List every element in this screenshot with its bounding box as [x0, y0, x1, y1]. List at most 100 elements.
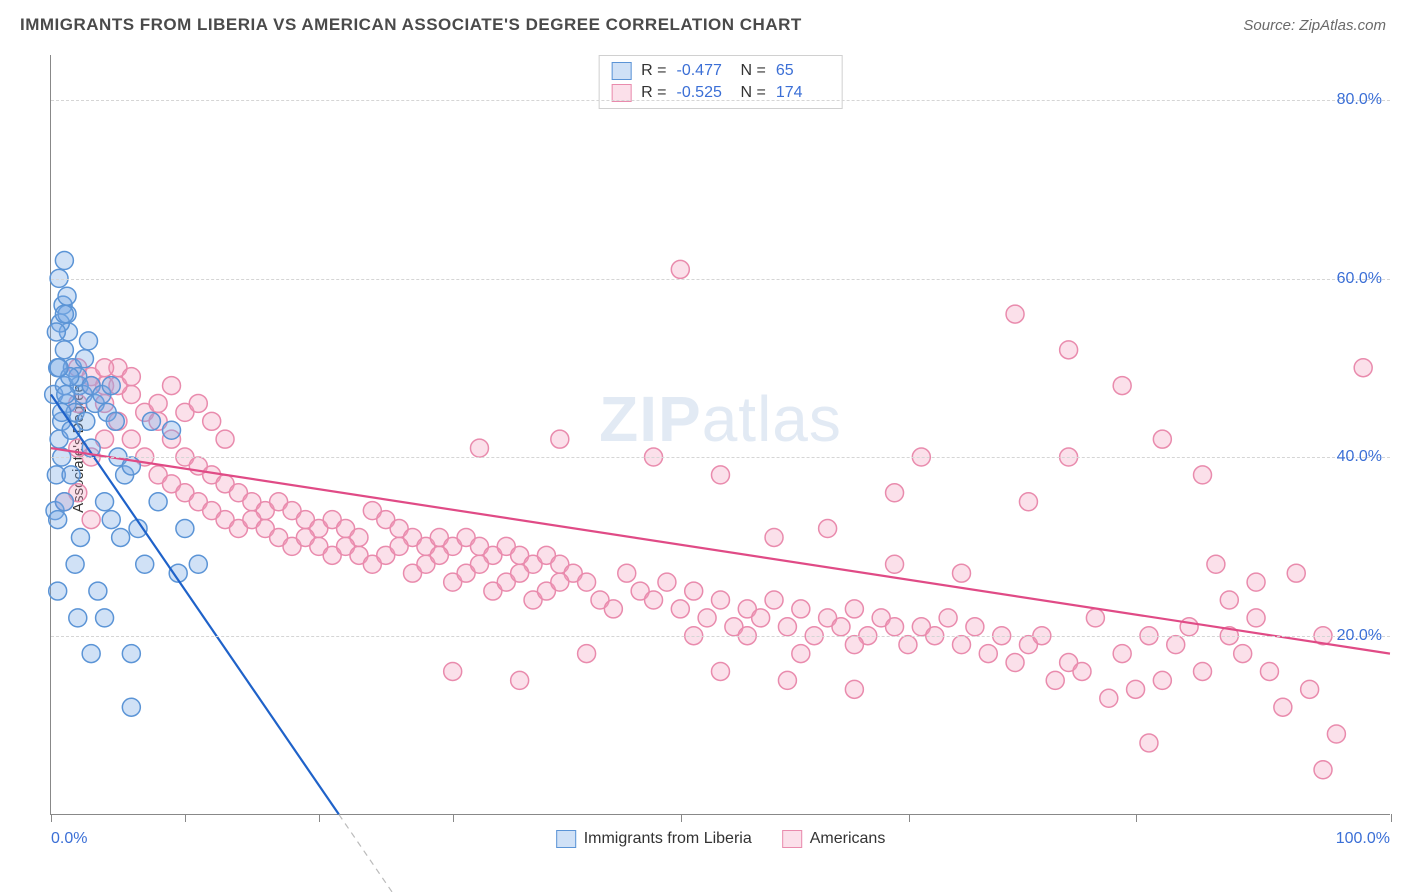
scatter-point-americans — [711, 466, 729, 484]
gridline-h — [51, 100, 1390, 101]
legend-swatch — [611, 62, 631, 80]
scatter-point-americans — [1314, 761, 1332, 779]
scatter-point-americans — [1167, 636, 1185, 654]
scatter-point-americans — [551, 573, 569, 591]
scatter-point-liberia — [106, 412, 124, 430]
scatter-point-americans — [765, 528, 783, 546]
source-attribution: Source: ZipAtlas.com — [1243, 17, 1386, 34]
scatter-point-americans — [685, 582, 703, 600]
scatter-point-americans — [470, 439, 488, 457]
scatter-point-liberia — [102, 511, 120, 529]
scatter-point-americans — [1194, 662, 1212, 680]
scatter-point-americans — [845, 636, 863, 654]
series-legend-item-liberia: Immigrants from Liberia — [556, 830, 752, 848]
scatter-point-liberia — [102, 377, 120, 395]
scatter-point-americans — [832, 618, 850, 636]
x-tick — [185, 814, 186, 822]
scatter-point-americans — [1140, 734, 1158, 752]
x-tick — [1136, 814, 1137, 822]
scatter-point-liberia — [49, 582, 67, 600]
scatter-point-liberia — [149, 493, 167, 511]
scatter-point-americans — [1247, 609, 1265, 627]
scatter-point-americans — [1207, 555, 1225, 573]
scatter-point-americans — [216, 430, 234, 448]
scatter-point-americans — [578, 645, 596, 663]
chart-plot-area: ZIPatlas R =-0.477N =65R =-0.525N =174 0… — [50, 55, 1390, 815]
series-legend-swatch — [782, 830, 802, 848]
scatter-point-americans — [953, 636, 971, 654]
scatter-point-liberia — [55, 493, 73, 511]
scatter-point-americans — [886, 618, 904, 636]
scatter-point-americans — [1301, 680, 1319, 698]
scatter-point-liberia — [176, 520, 194, 538]
scatter-point-americans — [618, 564, 636, 582]
scatter-point-americans — [578, 573, 596, 591]
scatter-point-liberia — [66, 555, 84, 573]
scatter-point-americans — [671, 600, 689, 618]
scatter-point-americans — [1113, 645, 1131, 663]
scatter-point-americans — [390, 537, 408, 555]
scatter-point-liberia — [47, 323, 65, 341]
scatter-point-americans — [658, 573, 676, 591]
scatter-point-americans — [604, 600, 622, 618]
scatter-point-americans — [444, 662, 462, 680]
x-tick — [681, 814, 682, 822]
gridline-h — [51, 636, 1390, 637]
scatter-point-americans — [96, 359, 114, 377]
scatter-point-americans — [1274, 698, 1292, 716]
scatter-point-americans — [1194, 466, 1212, 484]
scatter-point-americans — [845, 600, 863, 618]
scatter-point-americans — [1060, 341, 1078, 359]
scatter-point-americans — [645, 591, 663, 609]
scatter-point-americans — [1153, 430, 1171, 448]
scatter-point-americans — [511, 564, 529, 582]
scatter-point-americans — [698, 609, 716, 627]
source-name: ZipAtlas.com — [1299, 17, 1386, 34]
scatter-point-americans — [752, 609, 770, 627]
scatter-point-liberia — [96, 493, 114, 511]
scatter-point-americans — [711, 662, 729, 680]
chart-title: IMMIGRANTS FROM LIBERIA VS AMERICAN ASSO… — [20, 15, 802, 35]
scatter-point-americans — [778, 618, 796, 636]
scatter-point-americans — [819, 520, 837, 538]
scatter-point-liberia — [79, 332, 97, 350]
scatter-point-liberia — [189, 555, 207, 573]
scatter-point-americans — [1073, 662, 1091, 680]
scatter-point-liberia — [163, 421, 181, 439]
scatter-point-americans — [899, 636, 917, 654]
scatter-point-liberia — [112, 528, 130, 546]
scatter-point-americans — [966, 618, 984, 636]
scatter-point-americans — [711, 591, 729, 609]
scatter-point-americans — [189, 394, 207, 412]
legend-row-liberia: R =-0.477N =65 — [611, 60, 830, 82]
scatter-point-americans — [1100, 689, 1118, 707]
scatter-point-americans — [1260, 662, 1278, 680]
scatter-point-liberia — [58, 287, 76, 305]
scatter-point-americans — [671, 260, 689, 278]
scatter-point-liberia — [62, 466, 80, 484]
scatter-point-americans — [1327, 725, 1345, 743]
y-tick-label: 20.0% — [1337, 627, 1382, 645]
scatter-point-liberia — [122, 645, 140, 663]
scatter-point-americans — [886, 484, 904, 502]
scatter-point-americans — [470, 555, 488, 573]
x-axis-min-label: 0.0% — [51, 830, 87, 848]
correlation-legend: R =-0.477N =65R =-0.525N =174 — [598, 55, 843, 109]
scatter-point-liberia — [136, 555, 154, 573]
scatter-point-americans — [1354, 359, 1372, 377]
scatter-point-americans — [511, 671, 529, 689]
scatter-point-americans — [122, 430, 140, 448]
x-axis-max-label: 100.0% — [1336, 830, 1390, 848]
x-tick — [453, 814, 454, 822]
legend-n-value: 65 — [776, 62, 830, 80]
scatter-point-americans — [149, 394, 167, 412]
gridline-h — [51, 279, 1390, 280]
y-tick-label: 80.0% — [1337, 91, 1382, 109]
x-tick — [1391, 814, 1392, 822]
y-tick-label: 60.0% — [1337, 270, 1382, 288]
y-tick-label: 40.0% — [1337, 448, 1382, 466]
scatter-point-americans — [979, 645, 997, 663]
x-tick — [51, 814, 52, 822]
scatter-point-americans — [1113, 377, 1131, 395]
x-tick — [909, 814, 910, 822]
